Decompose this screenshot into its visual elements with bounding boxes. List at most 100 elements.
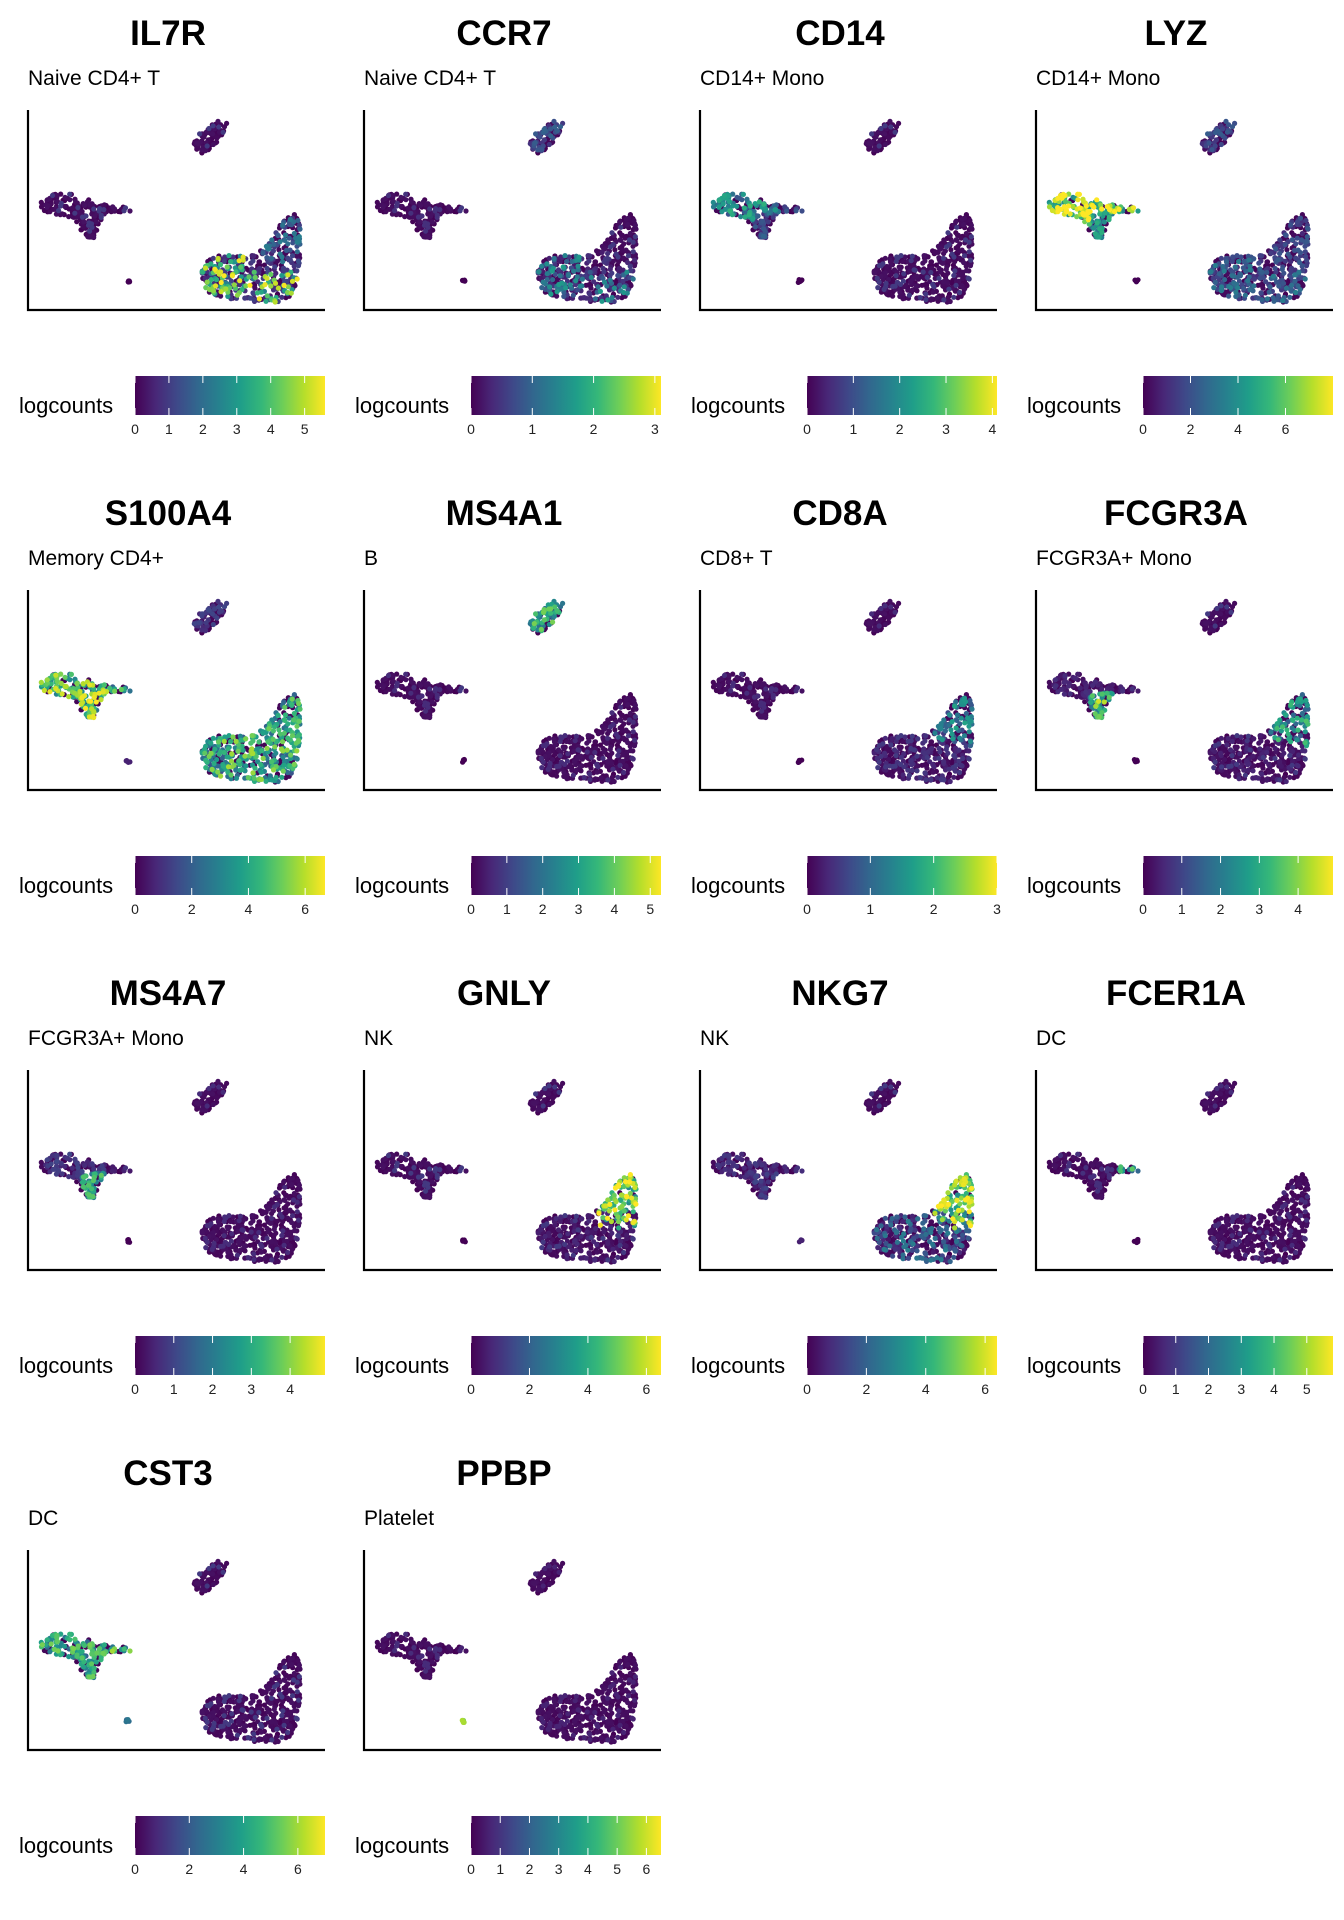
cell-point xyxy=(272,280,279,286)
cell-point xyxy=(234,292,240,298)
cell-point xyxy=(62,203,68,209)
cell-point xyxy=(1075,191,1081,197)
cell-point xyxy=(869,131,875,137)
cell-point xyxy=(575,747,581,753)
cell-point xyxy=(210,255,216,261)
cell-type-label: CD8+ T xyxy=(700,547,773,570)
cell-point xyxy=(294,239,300,245)
cell-point xyxy=(1298,237,1305,243)
cell-type-label: Memory CD4+ xyxy=(28,547,164,570)
cell-point xyxy=(570,292,576,298)
cell-point xyxy=(280,768,286,774)
cell-point xyxy=(934,295,940,301)
cell-point xyxy=(571,268,577,274)
cell-point xyxy=(235,748,241,754)
cell-point xyxy=(282,712,288,718)
cell-point xyxy=(1275,257,1281,263)
cell-point xyxy=(295,263,302,269)
cell-point xyxy=(1135,208,1141,214)
cell-point xyxy=(747,203,753,209)
cell-point xyxy=(59,211,65,217)
cell-point xyxy=(1245,278,1251,284)
cell-point xyxy=(403,197,409,203)
cell-point xyxy=(884,263,890,270)
cell-point xyxy=(1135,277,1141,283)
cell-point xyxy=(1218,255,1224,261)
cell-point xyxy=(612,247,618,253)
cell-point xyxy=(585,733,591,739)
cell-point xyxy=(575,743,581,749)
cell-point xyxy=(550,757,556,763)
cell-point xyxy=(618,704,624,710)
cell-point xyxy=(1277,250,1283,257)
cell-point xyxy=(729,203,736,209)
cell-point xyxy=(272,264,278,270)
cell-point xyxy=(607,724,614,730)
cell-point xyxy=(213,283,219,289)
cell-point xyxy=(1235,285,1241,291)
cell-point xyxy=(963,263,969,269)
cell-point xyxy=(932,275,938,281)
colorbar-tick-label: 6 xyxy=(301,901,309,917)
cell-point xyxy=(627,230,633,237)
cell-point xyxy=(761,226,767,232)
cell-point xyxy=(285,769,291,776)
cell-point xyxy=(1070,203,1076,209)
cell-point xyxy=(214,277,220,283)
cell-point xyxy=(956,278,962,284)
cell-type-label: Naive CD4+ T xyxy=(28,67,161,90)
cell-point xyxy=(876,279,882,285)
cell-point xyxy=(231,282,237,288)
cell-point xyxy=(417,219,423,225)
cell-point xyxy=(588,754,594,760)
cell-point xyxy=(900,258,906,265)
cell-point xyxy=(953,282,959,288)
cell-point xyxy=(101,207,107,213)
cell-point xyxy=(886,135,892,141)
cell-point xyxy=(1102,210,1108,216)
cell-point xyxy=(540,279,546,285)
cell-point xyxy=(254,290,261,296)
cell-point xyxy=(80,681,86,687)
umap-scatter xyxy=(698,590,997,792)
cell-point xyxy=(285,284,291,290)
cell-point xyxy=(67,191,73,197)
cell-point xyxy=(437,687,443,693)
cell-point xyxy=(211,760,217,767)
axis-lines xyxy=(698,110,997,312)
cell-point xyxy=(623,727,629,733)
cell-point xyxy=(615,294,621,300)
cell-point xyxy=(252,285,258,291)
cell-point xyxy=(1099,230,1105,236)
cell-point xyxy=(604,735,611,741)
cell-point xyxy=(226,733,232,739)
colorbar-tick-label: 4 xyxy=(245,901,253,917)
cell-point xyxy=(294,723,300,729)
colorbar-tick-label: 4 xyxy=(610,901,618,917)
cell-point xyxy=(573,767,579,773)
colorbar-tick-label: 2 xyxy=(539,901,547,917)
cell-point xyxy=(215,763,221,769)
cell-point xyxy=(605,717,611,723)
cell-point xyxy=(566,271,572,278)
cell-point xyxy=(539,146,545,152)
colorbar-tick-label: 1 xyxy=(849,421,857,437)
cell-point xyxy=(630,756,636,762)
cell-point xyxy=(427,206,433,212)
cell-point xyxy=(374,684,381,690)
cell-point xyxy=(1289,237,1295,243)
cell-point xyxy=(951,254,957,260)
cell-point xyxy=(548,291,554,297)
cell-point xyxy=(929,265,935,272)
cell-point xyxy=(1279,266,1285,272)
cell-point xyxy=(585,253,591,259)
cell-point xyxy=(710,199,716,205)
cell-point xyxy=(403,671,409,677)
cell-point xyxy=(1282,232,1288,238)
cell-point xyxy=(67,197,73,203)
cell-point xyxy=(1061,204,1067,210)
cell-point xyxy=(886,277,892,283)
cell-point xyxy=(623,216,629,222)
cell-point xyxy=(537,134,543,140)
cell-point xyxy=(1218,141,1224,148)
